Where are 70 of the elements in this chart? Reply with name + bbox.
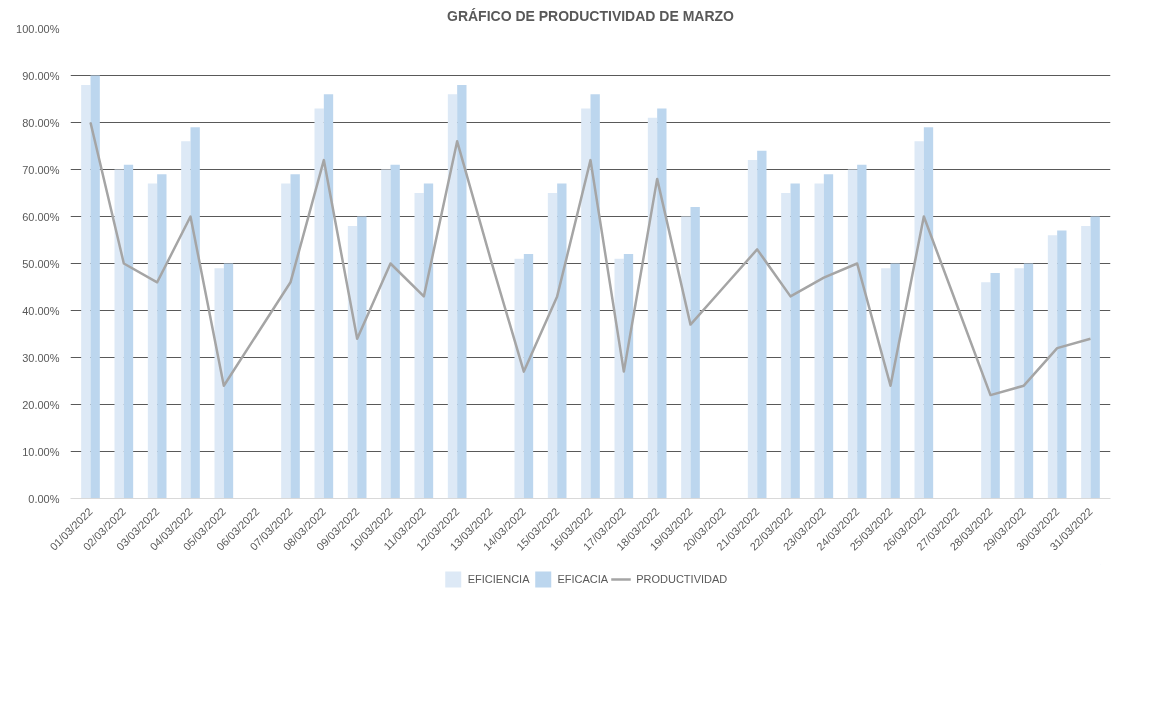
- bar: [1047, 235, 1058, 499]
- bar: [114, 169, 124, 499]
- bar: [690, 207, 700, 499]
- bar: [123, 164, 134, 499]
- bar: [214, 268, 224, 499]
- bar: [523, 254, 534, 499]
- bar: [581, 108, 591, 499]
- bar: [181, 141, 191, 499]
- y-tick-label: 30.00%: [22, 351, 60, 364]
- y-tick-label: 10.00%: [22, 445, 60, 458]
- bar: [157, 174, 167, 499]
- bar: [423, 183, 434, 499]
- bar: [1081, 225, 1091, 499]
- y-tick-label: 40.00%: [22, 304, 60, 317]
- bar: [447, 94, 458, 499]
- line-series: [89, 121, 1092, 397]
- bar: [747, 160, 758, 499]
- bar: [223, 263, 234, 499]
- bar: [547, 193, 558, 499]
- bar: [790, 183, 800, 499]
- bar: [847, 169, 858, 499]
- bar: [781, 193, 791, 499]
- bar: [1090, 216, 1100, 499]
- bar: [1057, 230, 1067, 499]
- bar: [881, 268, 891, 499]
- bar: [414, 193, 424, 499]
- bar: [457, 84, 467, 499]
- bar: [281, 183, 291, 499]
- bar: [647, 117, 658, 499]
- y-tick-label: 100.00%: [16, 22, 60, 35]
- bar: [814, 183, 824, 499]
- bar: [914, 141, 924, 499]
- bar: [147, 183, 158, 499]
- y-tick-label: 0.00%: [28, 492, 60, 505]
- bar: [90, 75, 100, 499]
- bar: [190, 127, 200, 499]
- legend-label: EFICACIA: [557, 573, 609, 585]
- y-tick-label: 20.00%: [22, 398, 60, 411]
- legend-label: PRODUCTIVIDAD: [636, 573, 728, 585]
- bar: [623, 254, 634, 499]
- bar: [757, 150, 767, 499]
- y-tick-label: 70.00%: [22, 163, 60, 176]
- bar: [857, 164, 867, 499]
- bar: [81, 84, 91, 499]
- bar: [557, 183, 567, 499]
- bar: [1014, 268, 1024, 499]
- bar: [390, 164, 400, 499]
- bar: [614, 258, 624, 499]
- bar: [290, 174, 300, 499]
- bar: [590, 94, 600, 499]
- legend-label: EFICIENCIA: [467, 573, 530, 585]
- bar: [890, 263, 900, 499]
- bar: [981, 282, 991, 499]
- bar: [381, 169, 391, 499]
- bar: [357, 216, 367, 499]
- y-tick-label: 60.00%: [22, 210, 60, 223]
- y-tick-label: 50.00%: [22, 257, 60, 270]
- bar: [990, 272, 1000, 499]
- bar: [923, 127, 934, 499]
- bar: [823, 174, 834, 499]
- y-tick-label: 90.00%: [22, 69, 60, 82]
- bar: [1023, 263, 1034, 499]
- y-tick-label: 80.00%: [22, 116, 60, 129]
- bar: [657, 108, 667, 499]
- bar: [323, 94, 334, 499]
- bar: [514, 258, 524, 499]
- chart-title: GRÁFICO DE PRODUCTIVIDAD DE MARZO: [447, 7, 735, 24]
- bar: [314, 108, 324, 499]
- bar: [347, 225, 358, 499]
- bar: [681, 216, 691, 499]
